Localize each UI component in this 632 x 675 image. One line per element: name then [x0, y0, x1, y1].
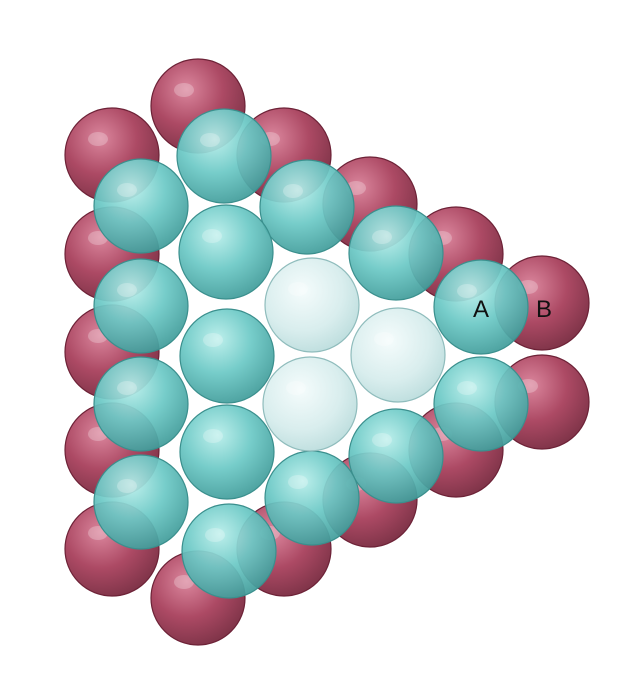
- layer-a-sphere-highlight: [200, 133, 220, 147]
- layer-a-sphere-highlight: [117, 183, 137, 197]
- layer-b-sphere-highlight: [88, 132, 108, 146]
- ghost-sphere: [350, 307, 446, 403]
- layer-a-sphere: [93, 454, 189, 550]
- layer-a-sphere: [179, 308, 275, 404]
- ghost-sphere-highlight: [286, 381, 306, 395]
- layer-a-sphere: [179, 404, 275, 500]
- layer-a-sphere: [433, 259, 529, 355]
- layer-a-sphere-highlight: [283, 184, 303, 198]
- layer-a-sphere: [259, 159, 355, 255]
- layer-a-sphere: [264, 450, 360, 546]
- ghost-sphere: [264, 257, 360, 353]
- ghost-sphere-highlight: [288, 282, 308, 296]
- layer-a-sphere-highlight: [117, 479, 137, 493]
- layer-a-sphere: [176, 108, 272, 204]
- label-b: B: [536, 296, 552, 323]
- layer-a-sphere: [348, 205, 444, 301]
- ghost-sphere-highlight: [374, 332, 394, 346]
- layer-a-sphere-highlight: [203, 333, 223, 347]
- layer-b-sphere-highlight: [174, 575, 194, 589]
- layer-a-sphere-highlight: [457, 381, 477, 395]
- layer-a-sphere: [433, 356, 529, 452]
- layer-a-sphere-highlight: [205, 528, 225, 542]
- layer-a-sphere-highlight: [117, 283, 137, 297]
- layer-a-sphere-highlight: [372, 230, 392, 244]
- ghost-sphere: [262, 356, 358, 452]
- layer-a-spheres: [93, 108, 529, 599]
- layer-a-sphere-highlight: [457, 284, 477, 298]
- layer-a-sphere-highlight: [288, 475, 308, 489]
- layer-a-sphere: [93, 356, 189, 452]
- layer-a-sphere: [93, 258, 189, 354]
- layer-a-sphere: [178, 204, 274, 300]
- layer-a-sphere-highlight: [202, 229, 222, 243]
- layer-a-sphere: [93, 158, 189, 254]
- layer-a-sphere: [181, 503, 277, 599]
- layer-a-sphere-highlight: [117, 381, 137, 395]
- layer-a-sphere-highlight: [372, 433, 392, 447]
- label-a: A: [473, 296, 489, 323]
- layer-b-sphere-highlight: [174, 83, 194, 97]
- layer-a-sphere-highlight: [203, 429, 223, 443]
- ghost-spheres: [262, 257, 446, 452]
- layer-a-sphere: [348, 408, 444, 504]
